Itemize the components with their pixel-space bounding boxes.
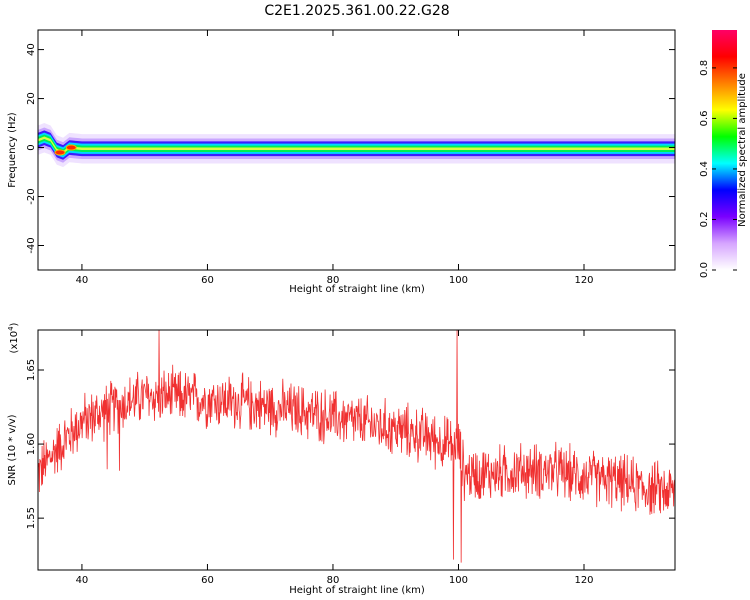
snr-series-line: [38, 330, 675, 563]
colorbar-tick-label: 0.2: [699, 212, 710, 228]
figure-title: C2E1.2025.361.00.22.G28: [264, 3, 449, 19]
x-tick-label: 80: [327, 275, 340, 286]
x-tick-label: 60: [201, 275, 214, 286]
colorbar-scale: [712, 30, 737, 270]
x-tick-label: 40: [76, 575, 89, 586]
x-tick-label: 60: [201, 575, 214, 586]
heatmap-peak-0: [54, 149, 66, 156]
heatmap-panel: 40 60 80 100 120 40 20 0 -20 -40 Height of strai…: [7, 29, 676, 295]
x-tick-label: 40: [76, 275, 89, 286]
y-tick-label: 20: [26, 92, 37, 105]
heatmap-ridge: [38, 123, 675, 168]
heatmap-peak-1: [65, 144, 77, 151]
heatmap-frame: [37, 29, 676, 271]
snr-background: [38, 330, 675, 570]
x-tick-label: 120: [574, 575, 593, 586]
y-tick-label: 1.55: [26, 507, 37, 529]
ridge-band-green: [38, 134, 675, 156]
colorbar: 0.0 0.2 0.4 0.6 0.8 Normalized spectral ampl…: [699, 30, 748, 278]
y-tick-label: -40: [26, 237, 37, 253]
heatmap-x-axis-label: Height of straight line (km): [289, 284, 425, 295]
colorbar-tick-label: 0.8: [699, 60, 710, 76]
colorbar-ticks: 0.0 0.2 0.4 0.6 0.8: [699, 60, 737, 278]
heatmap-y-axis-label: Frequency (Hz): [7, 112, 18, 188]
y-tick-label: 1.60: [26, 433, 37, 455]
snr-x-ticks: 40 60 80 100 120: [76, 330, 594, 586]
colorbar-tick-label: 0.0: [699, 262, 710, 278]
heatmap-x-ticks: 40 60 80 100 120: [76, 30, 594, 286]
colorbar-label: Normalized spectral amplitude: [737, 73, 748, 227]
y-tick-label: 40: [26, 43, 37, 56]
snr-y-ticks: 1.55 1.60 1.65: [26, 359, 675, 529]
y-tick-label: -20: [26, 188, 37, 204]
snr-panel: 40 60 80 100 120 1.55 1.60 1.65 (x104) Height …: [7, 322, 676, 596]
snr-multiplier: (x104): [7, 322, 20, 353]
snr-series-group: [38, 330, 675, 563]
y-tick-label: 1.65: [26, 359, 37, 381]
snr-frame: [37, 329, 676, 571]
snr-x-axis-label: Height of straight line (km): [289, 585, 425, 596]
x-tick-label: 100: [449, 575, 468, 586]
snr-y-axis-label: SNR (10 * v/v): [7, 414, 18, 485]
x-tick-label: 80: [327, 575, 340, 586]
colorbar-tick-label: 0.4: [699, 161, 710, 177]
x-tick-label: 120: [574, 275, 593, 286]
ridge-band-core: [38, 136, 675, 154]
colorbar-tick-label: 0.6: [699, 110, 710, 126]
heatmap-y-ticks: 40 20 0 -20 -40: [26, 43, 675, 254]
y-tick-label: 0: [26, 144, 37, 150]
x-tick-label: 100: [449, 275, 468, 286]
